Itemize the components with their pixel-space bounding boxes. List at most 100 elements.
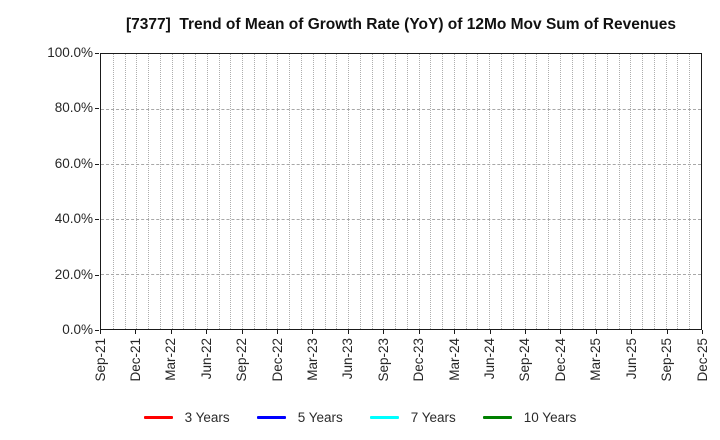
horizontal-gridline — [101, 109, 701, 110]
y-tick-mark — [95, 108, 99, 110]
vertical-gridline — [124, 54, 126, 329]
vertical-gridline — [442, 54, 444, 329]
legend-item-5-years: 5 Years — [256, 409, 343, 425]
vertical-gridline — [465, 54, 467, 329]
vertical-gridline — [159, 54, 161, 329]
vertical-gridline — [171, 54, 173, 329]
x-tick-mark — [383, 330, 385, 334]
y-tick-mark — [95, 274, 99, 276]
legend-item-3-years: 3 Years — [143, 409, 230, 425]
vertical-gridline — [559, 54, 561, 329]
vertical-gridline — [336, 54, 338, 329]
vertical-gridline — [571, 54, 573, 329]
vertical-gridline — [183, 54, 185, 329]
x-tick-label: Dec-23 — [411, 338, 427, 382]
vertical-gridline — [512, 54, 514, 329]
x-tick-mark — [631, 330, 633, 334]
x-tick-mark — [100, 330, 101, 334]
vertical-gridline — [136, 54, 138, 329]
vertical-gridline — [583, 54, 585, 329]
legend-label: 7 Years — [410, 409, 456, 425]
horizontal-gridline — [101, 274, 701, 275]
horizontal-gridline — [101, 219, 701, 220]
y-tick-label: 60.0% — [54, 155, 93, 171]
vertical-gridline — [359, 54, 361, 329]
vertical-gridline — [501, 54, 502, 329]
legend: 3 Years 5 Years 7 Years 10 Years — [0, 405, 720, 429]
x-tick-mark — [524, 330, 526, 334]
y-tick-label: 20.0% — [54, 266, 93, 282]
vertical-gridline — [312, 54, 314, 329]
x-tick-label: Mar-25 — [588, 338, 604, 381]
legend-line-swatch — [369, 415, 399, 419]
x-tick-label: Jun-25 — [623, 338, 639, 380]
y-tick-mark — [95, 219, 99, 221]
x-tick-label: Jun-22 — [198, 338, 214, 380]
x-tick-mark — [702, 330, 703, 334]
vertical-gridline — [618, 54, 620, 329]
x-tick-label: Sep-23 — [375, 338, 391, 382]
vertical-gridline — [548, 54, 550, 329]
x-tick-label: Sep-25 — [659, 338, 675, 382]
x-tick-label: Dec-25 — [694, 338, 710, 382]
vertical-gridline — [289, 54, 291, 329]
vertical-gridline — [406, 54, 408, 329]
x-tick-mark — [206, 330, 208, 334]
vertical-gridline — [453, 54, 455, 329]
vertical-gridline — [348, 54, 350, 329]
legend-line-swatch — [256, 415, 286, 419]
x-tick-mark — [277, 330, 279, 334]
vertical-gridline — [195, 54, 197, 329]
horizontal-gridline — [101, 164, 701, 165]
vertical-gridline — [206, 54, 208, 329]
x-tick-mark — [347, 330, 349, 334]
legend-item-7-years: 7 Years — [369, 409, 456, 425]
x-tick-mark — [170, 330, 172, 334]
vertical-gridline — [230, 54, 232, 329]
x-tick-label: Sep-22 — [234, 338, 250, 382]
vertical-gridline — [630, 54, 632, 329]
y-tick-label: 80.0% — [54, 100, 93, 116]
y-tick-mark — [95, 53, 99, 54]
y-tick-label: 0.0% — [62, 322, 93, 337]
x-tick-label: Mar-23 — [304, 338, 320, 381]
vertical-gridline — [477, 54, 479, 329]
vertical-gridline — [677, 54, 679, 329]
x-tick-label: Jun-23 — [340, 338, 356, 380]
x-tick-mark — [418, 330, 420, 334]
x-tick-label: Sep-21 — [92, 338, 108, 382]
x-tick-label: Mar-24 — [446, 338, 462, 381]
x-tick-mark — [312, 330, 314, 334]
plot-area — [100, 53, 702, 330]
y-tick-mark — [95, 163, 99, 165]
y-tick-label: 100.0% — [47, 45, 93, 60]
x-tick-mark — [489, 330, 491, 334]
vertical-gridline — [689, 54, 691, 329]
legend-label: 5 Years — [297, 409, 343, 425]
series-layer — [101, 54, 701, 329]
vertical-gridline — [536, 54, 538, 329]
legend-line-swatch — [143, 415, 173, 419]
legend-item-10-years: 10 Years — [482, 410, 576, 425]
vertical-gridline — [606, 54, 608, 329]
vertical-gridline — [653, 54, 655, 329]
chart-title: [7377] Trend of Mean of Growth Rate (YoY… — [125, 16, 677, 33]
vertical-gridline — [418, 54, 420, 329]
vertical-gridline — [595, 54, 597, 329]
vertical-gridline — [524, 54, 526, 329]
legend-label: 3 Years — [184, 409, 230, 425]
vertical-gridline — [665, 54, 667, 329]
x-tick-mark — [241, 330, 243, 334]
vertical-gridline — [371, 54, 373, 329]
x-tick-mark — [595, 330, 597, 334]
x-tick-mark — [666, 330, 668, 334]
vertical-gridline — [265, 54, 267, 329]
vertical-gridline — [277, 54, 279, 329]
vertical-gridline — [383, 54, 385, 329]
vertical-gridline — [395, 54, 397, 329]
vertical-gridline — [242, 54, 244, 329]
x-tick-label: Sep-24 — [517, 338, 533, 382]
y-tick-mark — [95, 330, 99, 331]
vertical-gridline — [301, 54, 302, 329]
